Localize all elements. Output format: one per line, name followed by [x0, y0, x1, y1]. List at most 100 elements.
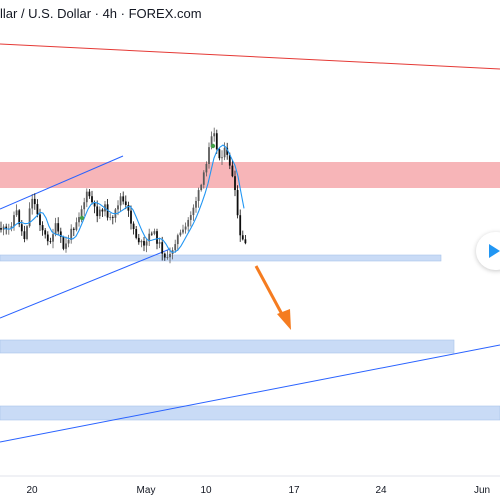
symbol-title: llar / U.S. Dollar · 4h · FOREX.com — [0, 6, 202, 21]
resistance-zone — [0, 162, 500, 188]
candle-body — [158, 242, 161, 244]
candle-body — [179, 232, 182, 236]
candle-body — [80, 209, 83, 218]
candle-body — [54, 223, 57, 235]
blue-channel-top-line — [0, 155, 124, 210]
candle-body — [101, 209, 104, 212]
candle-body — [195, 200, 197, 208]
candle-body — [223, 147, 226, 158]
candle-body — [236, 190, 239, 216]
candle-body — [182, 229, 184, 233]
x-tick-label: 17 — [288, 485, 300, 496]
candle-body — [218, 149, 221, 159]
candle-body — [189, 215, 192, 220]
candle-body — [59, 231, 62, 237]
candle-body — [57, 223, 60, 232]
candle-body — [49, 241, 52, 243]
candle-body — [174, 244, 177, 251]
candle-body — [44, 230, 47, 235]
candle-body — [215, 133, 218, 150]
red-trendline — [0, 43, 500, 70]
candle-body — [91, 196, 93, 203]
candle-body — [117, 205, 119, 210]
candle-body — [192, 207, 195, 216]
candle-body — [187, 219, 190, 227]
candle-body — [213, 133, 216, 137]
candle-body — [28, 208, 31, 227]
candle-body — [36, 204, 39, 215]
candle-body — [122, 196, 125, 202]
candle-body — [96, 206, 99, 217]
candle-body — [161, 242, 164, 254]
play-icon — [489, 244, 500, 258]
candle-body — [98, 209, 101, 217]
candle-body — [197, 190, 200, 201]
candle-body — [163, 253, 166, 258]
candle-body — [119, 196, 122, 206]
candle-body — [127, 204, 130, 211]
blue-channel-bottom-line — [0, 248, 171, 319]
candle-body — [62, 236, 65, 249]
candle-body — [23, 231, 26, 240]
candle-body — [5, 226, 8, 229]
moving-average-line — [3, 144, 245, 253]
candle-body — [18, 210, 21, 225]
candle-body — [20, 224, 23, 232]
candle-body — [65, 243, 67, 249]
candle-body — [10, 226, 13, 229]
candle-body — [231, 165, 234, 177]
support-zone-3 — [0, 405, 500, 421]
signal-dot — [210, 143, 216, 149]
forecast-arrow-shaft — [254, 265, 286, 319]
x-tick-label: 20 — [26, 485, 38, 496]
x-tick-label: 24 — [375, 485, 387, 496]
candle-body — [78, 217, 80, 223]
x-tick-label: 10 — [200, 485, 212, 496]
blue-long-trendline — [0, 344, 500, 443]
candle-body — [156, 231, 158, 244]
candle-body — [70, 228, 73, 240]
candle-body — [150, 233, 153, 235]
candle-body — [208, 147, 210, 164]
support-zone-2 — [0, 339, 455, 354]
candle-body — [75, 222, 78, 230]
candle-body — [72, 228, 75, 230]
candle-body — [176, 235, 179, 245]
candle-body — [221, 157, 223, 159]
forecast-arrow-head — [277, 309, 291, 330]
candle-body — [26, 226, 28, 240]
candle-body — [137, 237, 140, 243]
candle-body — [31, 198, 34, 209]
candle-body — [67, 239, 70, 244]
candle-body — [83, 202, 86, 210]
candle-body — [0, 228, 2, 230]
candle-body — [85, 191, 88, 203]
candle-body — [111, 217, 114, 218]
candle-body — [13, 215, 15, 227]
x-tick-label: Jun — [474, 485, 490, 496]
candle-body — [39, 214, 41, 226]
candle-body — [52, 234, 54, 242]
candle-body — [135, 229, 138, 238]
candle-body — [200, 184, 203, 191]
candle-body — [210, 136, 213, 148]
candle-body — [93, 202, 96, 207]
candle-body — [41, 225, 44, 231]
support-zone-1 — [0, 254, 442, 262]
candle-body — [132, 223, 135, 230]
candle-body — [130, 210, 132, 224]
candle-body — [15, 210, 18, 216]
candle-body — [205, 163, 208, 173]
candle-body — [46, 234, 49, 242]
candle-body — [226, 147, 229, 155]
scroll-to-realtime-button[interactable] — [476, 232, 500, 270]
candle-body — [184, 226, 187, 230]
candle-body — [244, 239, 247, 244]
candle-body — [143, 241, 145, 246]
candle-body — [148, 233, 151, 242]
candle-body — [153, 231, 156, 234]
candle-body — [2, 226, 5, 230]
candle-body — [169, 253, 171, 258]
candle-body — [106, 204, 109, 218]
